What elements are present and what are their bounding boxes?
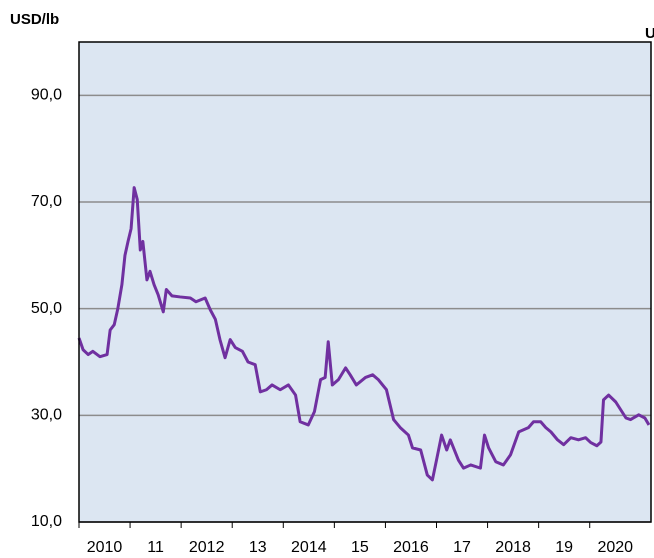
y-tick-label: 30,0 (31, 407, 62, 424)
x-tick-label: 19 (555, 539, 573, 556)
x-tick-label: 13 (249, 539, 267, 556)
y-tick-label: 50,0 (31, 300, 62, 317)
plot-area (79, 42, 651, 522)
line-series (77, 186, 651, 482)
x-tick-label: 11 (147, 539, 164, 556)
y-tick-label: 10,0 (31, 513, 62, 530)
x-tick-label: 2020 (597, 539, 633, 556)
x-tick-label: 2016 (393, 539, 429, 556)
x-tick-label: 2012 (189, 539, 225, 556)
x-tick-label: 2014 (291, 539, 327, 556)
plot-border (78, 41, 652, 523)
x-tick-label: 17 (453, 539, 471, 556)
y-tick-label: 90,0 (31, 87, 62, 104)
x-tick-label: 2010 (87, 539, 123, 556)
y-axis-label: USD/lb (10, 11, 59, 28)
x-tick-label: 15 (351, 539, 369, 556)
right-axis-label: U (645, 25, 654, 42)
y-tick-label: 70,0 (31, 193, 62, 210)
x-tick-label: 2018 (495, 539, 531, 556)
